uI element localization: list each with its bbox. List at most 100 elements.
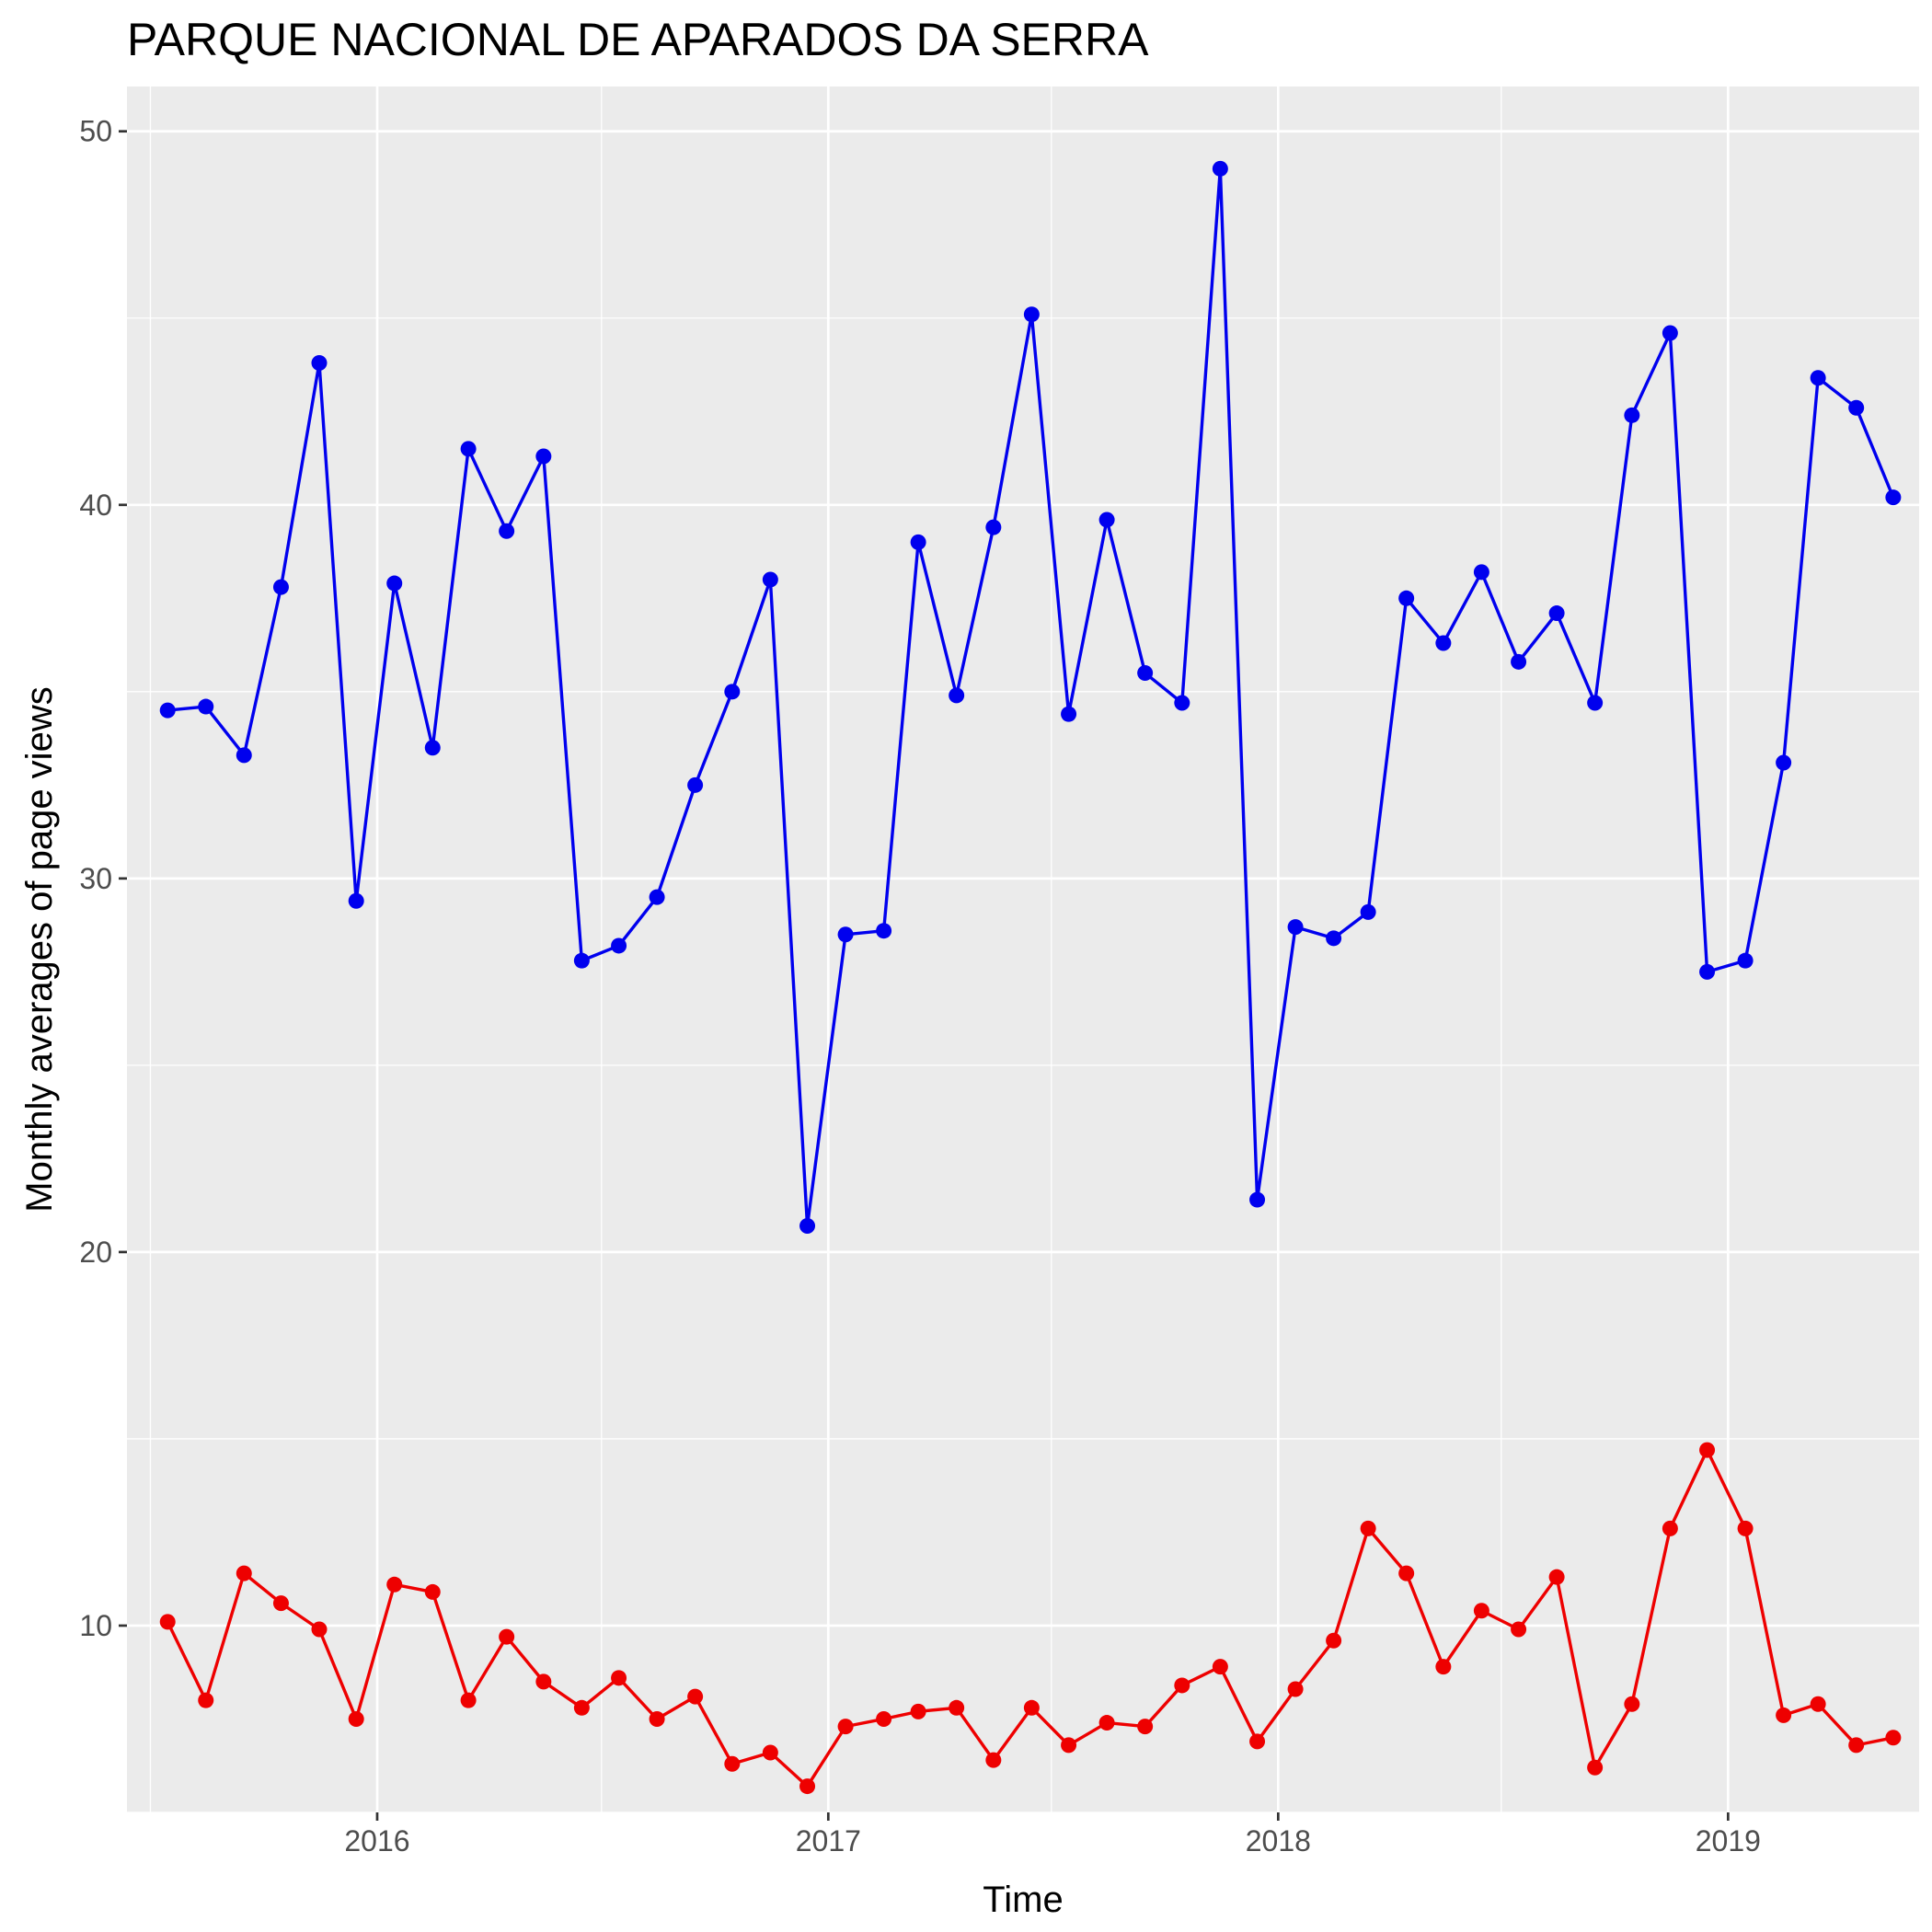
plot-panel [127,86,1919,1812]
data-point [1662,1520,1678,1536]
data-point [649,1710,665,1727]
data-point [985,1752,1002,1768]
x-tick-label: 2018 [1246,1824,1311,1857]
data-point [1776,1707,1792,1723]
data-point [573,1699,590,1716]
data-point [348,892,364,909]
data-point [910,1703,926,1719]
data-point [1699,963,1716,980]
data-point [876,923,892,939]
data-point [1810,370,1826,386]
data-point [1587,695,1604,711]
data-point [198,1692,214,1708]
data-point [1137,665,1154,682]
data-point [1435,1659,1452,1675]
data-point [159,1614,176,1630]
data-point [573,952,590,969]
data-point [311,354,328,371]
data-point [1061,706,1077,722]
data-point [1848,399,1865,416]
x-tick-label: 2017 [796,1824,861,1857]
data-point [198,698,214,715]
data-point [386,1576,403,1593]
data-point [1398,590,1415,606]
data-point [910,534,926,550]
data-point [499,1628,515,1645]
data-point [837,926,854,943]
data-point [1776,754,1792,771]
data-point [949,1699,965,1716]
series-1 [159,160,1902,1234]
y-axis-title: Monthly averages of page views [19,686,60,1212]
data-point [1098,512,1115,528]
x-axis-title: Time [983,1880,1063,1920]
data-point [1587,1759,1604,1776]
data-point [611,937,627,954]
data-point [1511,1621,1527,1638]
data-point [724,684,741,700]
data-point [236,747,252,764]
data-point [1249,1733,1266,1750]
data-point [1249,1191,1266,1208]
data-point [1326,930,1342,947]
data-point [1360,1520,1376,1536]
data-point [424,740,441,756]
data-point [876,1710,892,1727]
data-point [1023,1699,1040,1716]
data-point [1174,1677,1190,1694]
series-group [159,160,1902,1795]
y-tick-label: 10 [79,1609,112,1642]
data-point [1737,1520,1754,1536]
data-point [272,1595,289,1612]
data-point [687,776,704,793]
x-tick-label: 2019 [1696,1824,1761,1857]
data-point [1473,564,1489,581]
data-point [159,702,176,719]
data-point [949,687,965,704]
data-point [311,1621,328,1638]
data-point [762,1744,778,1761]
y-tick-label: 40 [79,489,112,522]
data-point [1212,1659,1228,1675]
data-point [535,448,552,465]
data-point [1885,489,1902,506]
data-point [1360,903,1376,920]
data-point [1212,160,1228,177]
axis-ticks: 10 20 30 40 50 2016 2017 2018 2019 [79,115,1761,1857]
y-tick-label: 20 [79,1236,112,1269]
data-point [1885,1730,1902,1746]
data-point [1287,1681,1304,1697]
data-point [272,579,289,595]
data-point [386,575,403,592]
data-point [799,1217,816,1234]
data-point [762,571,778,588]
data-point [1137,1719,1154,1735]
data-point [985,519,1002,535]
data-point [499,523,515,539]
data-point [1326,1632,1342,1649]
data-point [1098,1715,1115,1731]
data-point [799,1778,816,1795]
data-point [1548,605,1565,622]
data-point [1511,653,1527,670]
data-point [1174,695,1190,711]
data-point [460,441,477,457]
series-2 [159,1442,1902,1795]
data-point [724,1755,741,1772]
data-point [1662,325,1678,341]
data-point [687,1688,704,1705]
data-point [1699,1442,1716,1458]
data-point [1061,1737,1077,1754]
data-point [1435,635,1452,651]
data-point [649,889,665,905]
y-tick-label: 30 [79,862,112,895]
data-point [348,1710,364,1727]
data-point [1624,1696,1640,1712]
data-point [535,1673,552,1690]
data-point [1473,1603,1489,1619]
data-point [1624,407,1640,423]
data-point [1810,1696,1826,1712]
data-point [1398,1565,1415,1581]
y-tick-label: 50 [79,115,112,148]
